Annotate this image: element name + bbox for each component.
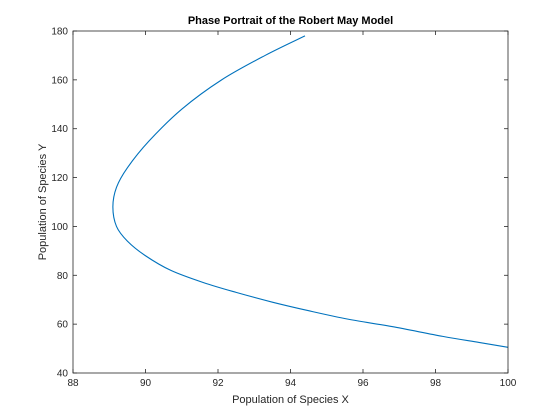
x-tick-label: 98 [430, 378, 442, 389]
chart-title: Phase Portrait of the Robert May Model [188, 15, 393, 27]
y-tick-label: 140 [51, 124, 68, 135]
y-tick-label: 40 [57, 369, 69, 380]
y-tick-label: 100 [51, 222, 68, 233]
phase-trajectory-line [112, 35, 509, 348]
y-axis-label: Population of Species Y [37, 143, 49, 260]
x-tick-label: 100 [500, 378, 517, 389]
x-axis-label: Population of Species X [232, 394, 349, 406]
y-tick-label: 120 [51, 173, 68, 184]
x-tick-label: 88 [67, 378, 79, 389]
series-layer [112, 35, 509, 348]
plot-area-background [73, 31, 508, 373]
x-tick-label: 94 [285, 378, 297, 389]
axes-box [72, 30, 509, 374]
x-tick-label: 90 [140, 378, 152, 389]
y-tick-label: 180 [51, 27, 68, 38]
x-tick-label: 92 [212, 378, 224, 389]
x-tick-label: 96 [357, 378, 369, 389]
y-tick-label: 60 [57, 320, 69, 331]
labels-layer: 88 90 92 94 96 98 100 40 60 80 100 120 140 160 180 [51, 27, 516, 390]
y-tick-label: 160 [51, 75, 68, 86]
y-tick-label: 80 [57, 271, 69, 282]
